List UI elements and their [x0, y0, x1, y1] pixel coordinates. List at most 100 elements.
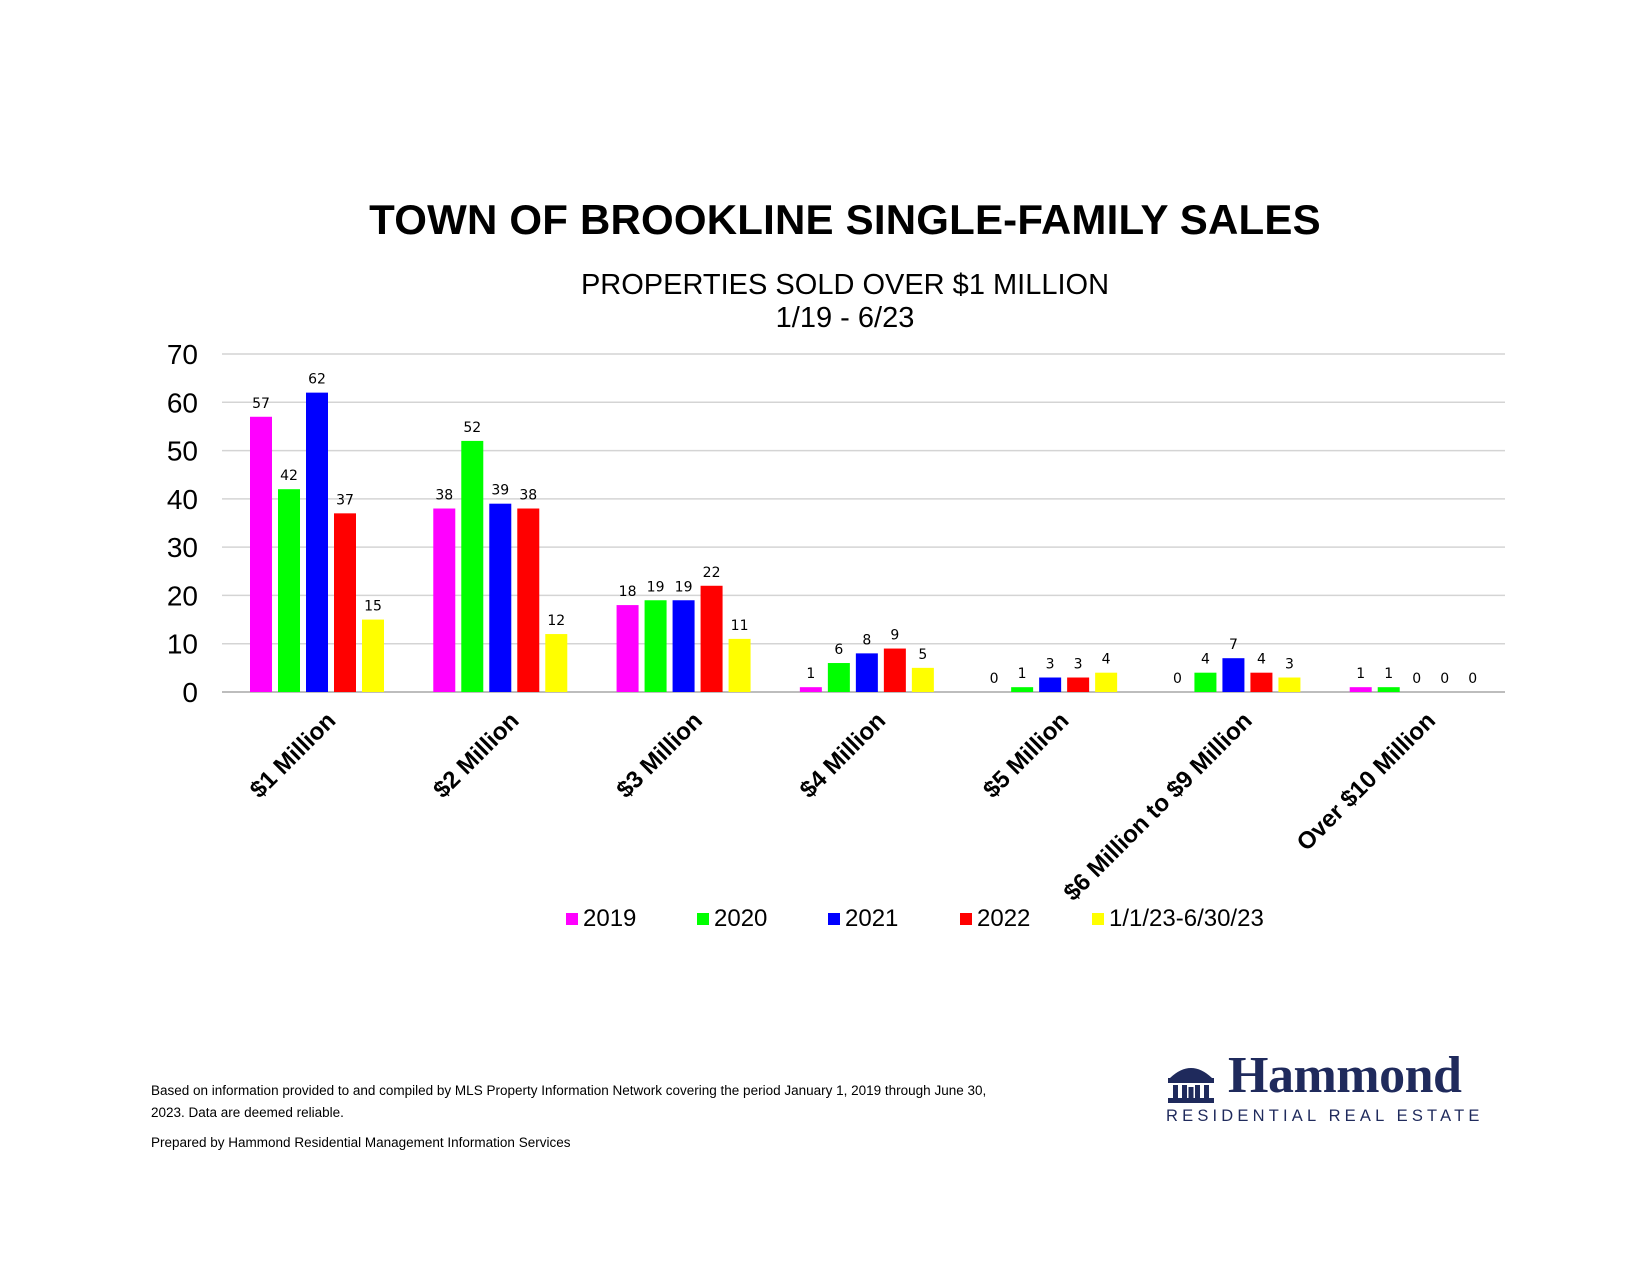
bar-value-label: 19 — [647, 579, 665, 595]
bar-value-label: 37 — [336, 492, 354, 508]
legend-swatch — [960, 913, 972, 925]
source-footnote: Based on information provided to and com… — [151, 1083, 987, 1120]
legend-item: 1/1/23-6/30/23 — [1092, 905, 1264, 933]
bar — [883, 648, 906, 692]
bar-value-label: 0 — [1440, 671, 1449, 687]
bar — [1067, 677, 1090, 692]
building-icon — [1168, 1068, 1214, 1103]
chart-date-range: 1/19 - 6/23 — [775, 302, 915, 334]
legend-item: 2022 — [960, 905, 1030, 933]
legend-swatch — [697, 913, 709, 925]
bar-value-label: 62 — [308, 372, 326, 388]
bar-value-label: 3 — [1074, 657, 1083, 673]
legend-swatch — [1092, 913, 1104, 925]
legend-label: 2020 — [714, 905, 768, 932]
y-tick-label: 60 — [167, 387, 198, 418]
bar — [672, 600, 695, 692]
bar-value-label: 42 — [280, 468, 298, 484]
bar-value-label: 22 — [703, 565, 721, 581]
bar — [461, 440, 484, 692]
x-axis-labels: $1 Million $2 Million $3 Million $4 Million… — [245, 707, 1441, 906]
bar — [644, 600, 667, 692]
bar-value-label: 1 — [806, 666, 815, 682]
bar-value-label: 11 — [731, 618, 749, 634]
x-category-label: $4 Million — [795, 707, 891, 803]
bar — [911, 667, 934, 692]
legend-item: 2021 — [828, 905, 898, 933]
y-tick-label: 20 — [167, 580, 198, 611]
hammond-logo: Hammond RESIDENTIAL REAL ESTATE — [1166, 1047, 1486, 1132]
prepared-by-footnote: Prepared by Hammond Residential Manageme… — [151, 1135, 571, 1150]
y-tick-label: 40 — [167, 484, 198, 515]
bar-value-label: 52 — [463, 420, 481, 436]
x-category-label: $1 Million — [245, 707, 341, 803]
bar — [433, 508, 456, 692]
bar — [700, 585, 723, 692]
bar — [250, 416, 272, 692]
bar-value-label: 5 — [918, 647, 927, 663]
y-tick-label: 70 — [167, 339, 198, 370]
bar — [1039, 677, 1062, 692]
bar-value-label: 19 — [675, 579, 693, 595]
bar — [799, 687, 822, 692]
y-tick-label: 30 — [167, 532, 198, 563]
bar-value-label: 7 — [1229, 637, 1238, 653]
bar-value-label: 12 — [547, 613, 565, 629]
legend-label: 2022 — [977, 905, 1031, 932]
y-axis-ticks: 0 10 20 30 40 50 60 70 — [167, 339, 198, 708]
bar — [362, 619, 384, 692]
bar — [1011, 687, 1034, 692]
bar-value-label: 38 — [435, 488, 453, 504]
bar-value-label: 8 — [862, 632, 871, 648]
x-category-label: $2 Million — [428, 707, 524, 803]
bars — [250, 392, 1400, 692]
legend-item: 2019 — [566, 905, 636, 933]
bar-value-label: 0 — [990, 671, 999, 687]
bar — [827, 663, 850, 692]
bar-value-label: 9 — [890, 628, 899, 644]
logo-name: Hammond — [1228, 1047, 1462, 1104]
bar-value-label: 4 — [1201, 652, 1210, 668]
bar — [306, 392, 328, 692]
bar-value-label: 0 — [1412, 671, 1421, 687]
y-tick-label: 0 — [182, 677, 198, 708]
bar-value-label: 0 — [1468, 671, 1477, 687]
bar-value-label: 3 — [1285, 657, 1294, 673]
legend-label: 2019 — [583, 905, 637, 932]
bar — [1095, 672, 1118, 692]
bar-value-label: 57 — [252, 396, 270, 412]
bar — [517, 508, 540, 692]
x-category-label: Over $10 Million — [1292, 707, 1441, 856]
bar — [1222, 658, 1245, 692]
bar-value-label: 18 — [619, 584, 637, 600]
bar-value-label: 3 — [1046, 657, 1055, 673]
legend-label: 2021 — [845, 905, 899, 932]
bar — [855, 653, 878, 692]
x-category-label: $3 Million — [611, 707, 707, 803]
bar-value-label: 1 — [1356, 666, 1365, 682]
y-tick-label: 10 — [167, 629, 198, 660]
chart-title: TOWN OF BROOKLINE SINGLE-FAMILY SALES — [369, 196, 1321, 243]
bar-value-label: 38 — [519, 488, 537, 504]
chart-subtitle: PROPERTIES SOLD OVER $1 MILLION — [580, 269, 1110, 301]
legend-swatch — [828, 913, 840, 925]
bar — [278, 489, 300, 692]
bar — [334, 513, 356, 692]
legend-label: 1/1/23-6/30/23 — [1109, 905, 1264, 932]
bar — [1194, 672, 1217, 692]
x-category-label: $6 Million to $9 Million — [1058, 707, 1257, 906]
bar-value-label: 39 — [491, 483, 509, 499]
bar — [1250, 672, 1273, 692]
bar — [489, 503, 512, 692]
legend-swatch — [566, 913, 578, 925]
bar-value-label: 1 — [1018, 666, 1027, 682]
bar — [616, 605, 639, 692]
bar — [545, 634, 568, 692]
y-tick-label: 50 — [167, 436, 198, 467]
bar-value-label: 0 — [1173, 671, 1182, 687]
bar — [728, 638, 751, 692]
legend-item: 2020 — [697, 905, 767, 933]
bar-value-label: 4 — [1102, 652, 1111, 668]
